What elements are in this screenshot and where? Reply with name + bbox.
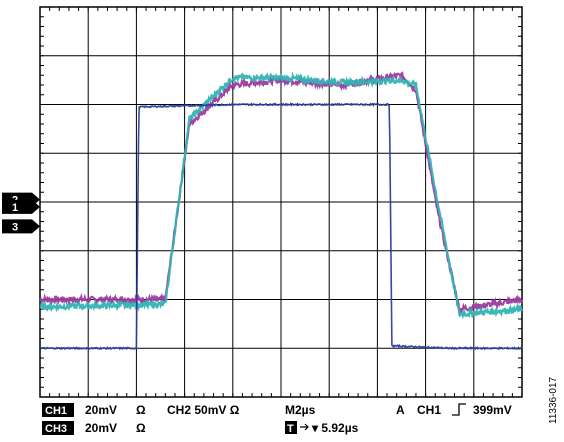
channel-marker-1: 1 [2, 199, 40, 214]
channel-markers: 213 [2, 192, 40, 234]
ch1-badge-label: CH1 [45, 405, 67, 417]
timebase: M2µs [285, 403, 316, 417]
ch3-scale: 20mV [85, 421, 117, 435]
marker-label: 1 [12, 202, 18, 214]
rising-edge-icon [452, 403, 466, 416]
ch3-ohm: Ω [136, 421, 146, 435]
grid [40, 7, 522, 397]
marker-arrow [2, 199, 40, 214]
t-badge [285, 421, 297, 434]
ch1-scale: 20mV [85, 403, 117, 417]
trigger-source: CH1 [417, 403, 441, 417]
traces [39, 71, 524, 351]
ch1-badge [42, 403, 74, 417]
marker-label: 3 [12, 221, 18, 233]
marker-arrow [2, 219, 40, 234]
trace-ch3 [39, 102, 523, 351]
t-badge-label: T [287, 423, 294, 435]
readout: CH1 20mV Ω CH2 50mV Ω M2µs A CH1 399mV C… [42, 403, 512, 435]
trigger-level: 399mV [473, 403, 512, 417]
figure-id: 11336-017 [548, 376, 559, 424]
ch3-badge-label: CH3 [45, 423, 67, 435]
trace-ch2 [39, 71, 523, 320]
trigger-prefix: A [396, 403, 405, 417]
ch3-badge [42, 421, 74, 435]
ch2-setting: CH2 50mV Ω [167, 403, 240, 417]
t-offset: ▾ 5.92µs [311, 421, 359, 435]
ch1-ohm: Ω [136, 403, 146, 417]
minor-ticks [39, 6, 523, 398]
arrow-right-icon [300, 423, 309, 431]
channel-marker-3: 3 [2, 219, 40, 234]
trace-ch1 [39, 71, 524, 316]
